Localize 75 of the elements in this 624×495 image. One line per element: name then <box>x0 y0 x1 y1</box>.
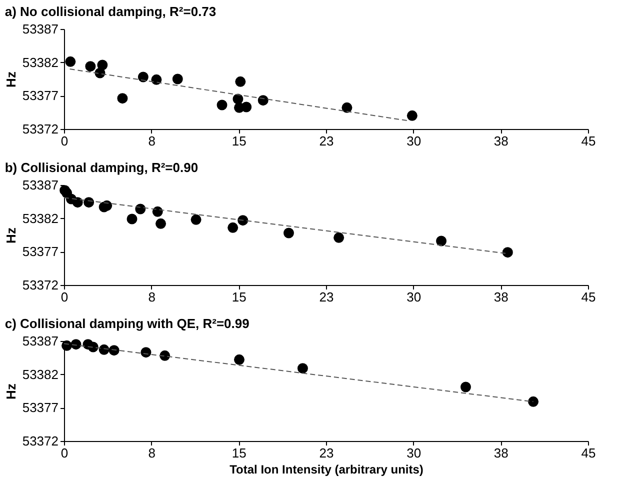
x-tick-label: 15 <box>232 446 246 460</box>
y-tick-label: 53377 <box>22 244 58 260</box>
point <box>140 347 152 358</box>
point <box>84 197 94 208</box>
chart-title: a) No collisional damping, R²=0.73 <box>4 4 216 19</box>
x-tick-label: 15 <box>232 290 246 304</box>
x-tick-label: 38 <box>494 446 508 460</box>
point <box>406 110 418 121</box>
point <box>172 74 183 84</box>
point <box>135 204 146 214</box>
x-tick-label: 0 <box>60 134 68 148</box>
x-axis-title: Total Ion Intensity (arbitrary units) <box>230 462 424 476</box>
x-tick-label: 0 <box>60 446 68 460</box>
point <box>72 197 83 208</box>
x-tick-label: 23 <box>319 290 334 304</box>
x-tick-label: 45 <box>581 134 596 148</box>
x-tick-label: 23 <box>319 134 334 148</box>
y-tick-label: 53387 <box>22 22 58 36</box>
y-tick-label: 53372 <box>22 122 58 136</box>
x-tick-label: 30 <box>406 134 422 148</box>
point <box>528 396 539 407</box>
y-tick-label: 53387 <box>22 334 58 348</box>
point <box>85 61 96 72</box>
point <box>436 236 447 246</box>
x-tick-label: 45 <box>581 290 596 304</box>
point <box>98 344 110 355</box>
x-tick-label: 45 <box>581 446 596 460</box>
y-tick-label: 53382 <box>22 366 58 382</box>
point <box>70 339 82 350</box>
point <box>126 214 138 224</box>
y-tick-label: 53377 <box>22 88 58 104</box>
point <box>283 228 294 238</box>
y-axis-title: Hz <box>3 383 18 400</box>
x-tick-label: 30 <box>406 446 422 460</box>
point <box>151 74 162 85</box>
point <box>258 95 268 106</box>
y-axis-title: Hz <box>3 227 18 244</box>
point <box>108 345 120 356</box>
point <box>342 102 352 113</box>
y-tick-label: 53382 <box>22 54 58 70</box>
point <box>238 215 248 226</box>
point <box>297 363 308 374</box>
x-tick-label: 8 <box>148 134 156 148</box>
point <box>138 72 148 82</box>
x-tick-label: 38 <box>494 290 508 304</box>
x-tick-label: 30 <box>406 290 422 304</box>
point <box>152 206 163 217</box>
point <box>228 222 238 233</box>
point <box>117 93 128 104</box>
point <box>234 354 244 365</box>
point <box>156 218 166 229</box>
y-tick-label: 53382 <box>22 210 58 226</box>
chart-title: b) Collisional damping, R²=0.90 <box>4 160 198 175</box>
y-tick-label: 53387 <box>22 178 58 192</box>
point <box>102 200 112 211</box>
point <box>235 76 246 87</box>
x-tick-label: 38 <box>494 134 508 148</box>
x-tick-label: 15 <box>232 134 246 148</box>
y-axis-title: Hz <box>3 71 18 88</box>
point <box>334 232 344 243</box>
x-tick-label: 8 <box>148 290 156 304</box>
point <box>502 247 513 258</box>
chart-title: c) Collisional damping with QE, R²=0.99 <box>4 316 250 331</box>
point <box>241 102 252 112</box>
x-tick-label: 8 <box>148 446 156 460</box>
point <box>190 214 202 225</box>
point <box>160 350 170 361</box>
point <box>216 100 228 110</box>
y-tick-label: 53372 <box>22 434 58 448</box>
y-tick-label: 53377 <box>22 400 58 416</box>
x-tick-label: 0 <box>60 290 68 304</box>
y-tick-label: 53372 <box>22 278 58 292</box>
point <box>65 56 76 67</box>
point <box>460 382 471 392</box>
x-tick-label: 23 <box>319 446 334 460</box>
